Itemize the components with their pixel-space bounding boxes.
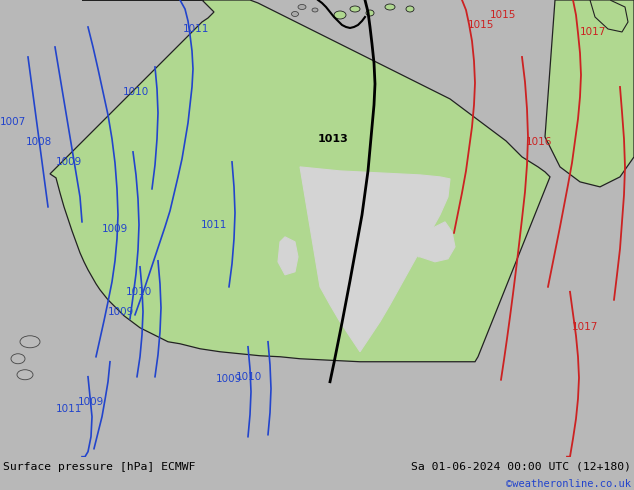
Ellipse shape [17, 370, 33, 380]
Text: 1007: 1007 [0, 117, 26, 127]
Polygon shape [300, 167, 450, 352]
Ellipse shape [385, 4, 395, 10]
Text: 1015: 1015 [490, 10, 516, 20]
Text: Sa 01-06-2024 00:00 UTC (12+180): Sa 01-06-2024 00:00 UTC (12+180) [411, 461, 631, 471]
Text: 1011: 1011 [200, 220, 227, 230]
Text: 1009: 1009 [216, 374, 242, 384]
Text: 1008: 1008 [26, 137, 52, 147]
Polygon shape [545, 0, 634, 187]
Ellipse shape [312, 8, 318, 12]
Polygon shape [415, 222, 455, 262]
Text: 1017: 1017 [580, 27, 606, 37]
Ellipse shape [350, 6, 360, 12]
Polygon shape [50, 0, 550, 362]
Ellipse shape [298, 4, 306, 9]
Text: 1010: 1010 [123, 87, 149, 97]
Text: 1011: 1011 [56, 404, 82, 414]
Text: 1009: 1009 [101, 224, 128, 234]
Polygon shape [278, 237, 298, 275]
Ellipse shape [292, 11, 299, 17]
Ellipse shape [366, 10, 374, 16]
Ellipse shape [20, 336, 40, 348]
Ellipse shape [406, 6, 414, 12]
Text: 1009: 1009 [78, 397, 104, 407]
Text: ©weatheronline.co.uk: ©weatheronline.co.uk [506, 479, 631, 489]
Ellipse shape [334, 11, 346, 19]
Text: 1010: 1010 [126, 287, 152, 297]
Text: 1010: 1010 [236, 372, 262, 382]
Text: 1011: 1011 [183, 24, 209, 34]
Text: 1013: 1013 [317, 134, 348, 144]
Text: Surface pressure [hPa] ECMWF: Surface pressure [hPa] ECMWF [3, 463, 196, 472]
Text: 1017: 1017 [572, 322, 598, 332]
Text: 1016: 1016 [526, 137, 552, 147]
Text: 1009: 1009 [56, 157, 82, 167]
Ellipse shape [11, 354, 25, 364]
Text: 1009: 1009 [108, 307, 134, 317]
Text: 1015: 1015 [468, 20, 495, 30]
Polygon shape [590, 0, 628, 32]
